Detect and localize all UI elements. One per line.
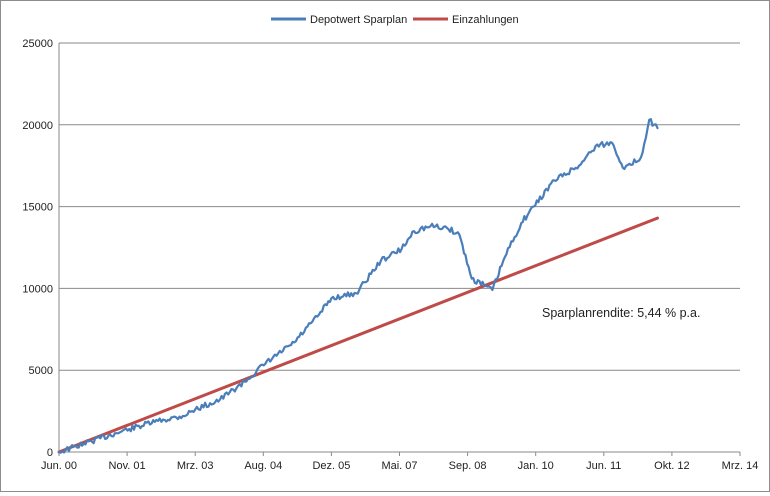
x-tick-label: Jun. 11 [586,460,621,472]
axes: 0 5000 10000 15000 20000 25000 Jun. 00 Nov. 01 M… [22,38,758,472]
y-tick-label: 25000 [22,38,53,50]
y-tick-label: 10000 [22,283,53,295]
x-tick-label: Okt. 12 [654,460,689,472]
grid [59,42,740,371]
annotation-sparplanrendite: Sparplanrendite: 5,44 % p.a. [542,306,700,320]
x-tick-label: Aug. 04 [244,460,282,472]
x-tick-label: Dez. 05 [312,460,350,472]
legend-label-einzahlungen: Einzahlungen [452,14,519,26]
series-line-einzahlungen [57,216,659,454]
legend: Depotwert Sparplan Einzahlungen [271,14,519,26]
x-tick-label: Nov. 01 [109,460,146,472]
x-tick-label: Jan. 10 [518,460,554,472]
y-tick-label: 0 [47,447,53,459]
x-tick-label: Mrz. 03 [177,460,214,472]
x-tick-label: Mrz. 14 [722,460,759,472]
y-tick-label: 5000 [29,365,53,377]
x-tick-label: Mai. 07 [381,460,417,472]
x-tick-label: Sep. 08 [449,460,487,472]
y-tick-label: 15000 [22,202,53,214]
legend-label-depotwert: Depotwert Sparplan [310,14,407,26]
x-tick-label: Jun. 00 [41,460,77,472]
series-layer [57,118,659,454]
series-line-depotwert [57,118,659,454]
y-tick-label: 20000 [22,120,53,132]
